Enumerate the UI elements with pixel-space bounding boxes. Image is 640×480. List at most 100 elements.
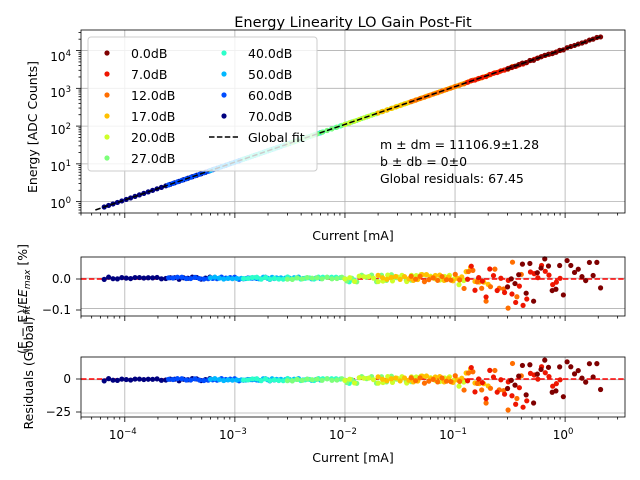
- data-point-residual: [423, 271, 430, 278]
- y-tick-label-100: 102: [50, 122, 71, 137]
- middle-x-ticks: [80, 316, 619, 321]
- data-point-global-residual: [284, 378, 291, 384]
- data-point: [106, 202, 112, 209]
- data-point-global-residual: [590, 374, 596, 380]
- data-point-residual: [145, 275, 151, 281]
- data-point-global-residual: [271, 377, 278, 383]
- data-point-global-residual: [443, 378, 450, 384]
- data-point-global-residual: [535, 376, 541, 382]
- data-point-residual: [564, 257, 570, 264]
- data-point-global-residual: [114, 377, 121, 383]
- data-point-global-residual: [342, 377, 348, 383]
- data-point-global-residual: [553, 381, 559, 387]
- data-point-global-residual: [388, 376, 394, 382]
- data-point-global-residual: [158, 377, 165, 383]
- top-panel: 100 101 102 103 104 Current [mA] Energy …: [25, 29, 626, 243]
- data-point-global-residual: [128, 377, 134, 383]
- data-point-global-residual: [375, 374, 381, 380]
- data-point-residual: [280, 276, 286, 282]
- data-point-global-residual: [524, 398, 530, 404]
- data-point-residual: [509, 291, 515, 297]
- legend-label-27.0dB: 27.0dB: [131, 151, 175, 166]
- data-point-global-residual: [490, 374, 497, 380]
- top-x-ticks: [80, 213, 619, 218]
- data-point-residual: [448, 277, 454, 283]
- data-point-residual: [216, 275, 222, 281]
- data-point-global-residual: [564, 359, 570, 365]
- data-point-residual: [513, 299, 519, 306]
- x-tick-label: 10−3: [219, 427, 247, 442]
- data-point-residual: [583, 277, 589, 284]
- data-point-residual: [542, 256, 548, 262]
- data-point-global-residual: [166, 376, 172, 382]
- data-point-residual: [413, 276, 419, 282]
- data-point-global-residual: [476, 376, 482, 382]
- data-point-residual: [487, 266, 493, 272]
- legend-label-70.0dB: 70.0dB: [248, 109, 292, 124]
- data-point-residual: [465, 268, 472, 275]
- data-point-global-residual: [483, 396, 489, 402]
- chart-title: Energy Linearity LO Gain Post-Fit: [234, 15, 472, 31]
- data-point-global-residual: [516, 373, 522, 379]
- top-y-ticks: 100 101 102 103 104: [50, 32, 81, 214]
- legend-marker-20.0dB: [104, 134, 110, 140]
- data-point-global-residual: [254, 376, 260, 382]
- data-point-residual: [324, 274, 330, 280]
- data-point-global-residual: [557, 377, 563, 383]
- data-point-global-residual: [426, 378, 432, 384]
- data-point-global-residual: [366, 375, 372, 381]
- bottom-panel: 0 −25 Residuals (Global) 10−4 10−3 10−2 10−…: [21, 317, 626, 465]
- data-point-global-residual: [229, 377, 236, 383]
- data-point-global-residual: [586, 361, 593, 367]
- data-point-residual: [597, 285, 604, 291]
- data-point-residual: [426, 277, 432, 283]
- data-point-residual: [379, 275, 386, 281]
- data-point-global-residual: [439, 375, 445, 381]
- data-point-residual: [183, 275, 189, 282]
- data-point-residual: [430, 275, 436, 281]
- data-point-global-residual: [401, 375, 408, 381]
- x-tick-label: 10−1: [439, 427, 467, 442]
- data-point-residual: [240, 275, 247, 282]
- data-point-residual: [119, 275, 125, 281]
- data-point-global-residual: [542, 370, 548, 376]
- data-point-residual: [299, 276, 305, 282]
- legend-marker-27.0dB: [104, 155, 110, 161]
- legend-label-12.0dB: 12.0dB: [131, 88, 175, 103]
- data-point-residual: [417, 273, 423, 279]
- data-point-residual: [594, 259, 600, 265]
- data-point-residual: [375, 278, 381, 285]
- data-point-residual: [490, 272, 497, 279]
- legend-label-17.0dB: 17.0dB: [131, 109, 175, 124]
- data-point-global-residual: [568, 364, 574, 370]
- data-point-global-residual: [234, 377, 240, 383]
- data-point-residual: [225, 275, 231, 282]
- data-point: [457, 82, 463, 88]
- legend-frame: [87, 36, 318, 172]
- data-point-residual: [579, 274, 585, 280]
- legend-marker-70.0dB: [221, 113, 227, 119]
- data-point-global-residual: [509, 360, 516, 367]
- top-x-axis-label: Current [mA]: [312, 228, 393, 243]
- data-point-global-residual: [309, 377, 315, 383]
- data-point-residual: [457, 277, 463, 283]
- data-point-residual: [375, 272, 381, 278]
- data-point-residual: [452, 271, 458, 277]
- legend: 0.0dB 7.0dB 12.0dB 17.0dB 20.0dB 27.0dB …: [87, 36, 318, 172]
- bottom-y-tick-label-0: 0: [63, 372, 71, 386]
- middle-y-tick-label-neg0.1: −0.1: [42, 303, 71, 317]
- data-point-global-residual: [145, 376, 151, 382]
- data-point-global-residual: [523, 392, 529, 398]
- data-point-residual: [314, 275, 320, 281]
- data-point-residual: [254, 274, 260, 280]
- data-point-global-residual: [370, 377, 377, 383]
- data-point-global-residual: [201, 377, 207, 384]
- data-point: [114, 199, 121, 206]
- data-point-residual: [531, 298, 537, 304]
- data-point-residual: [334, 275, 340, 282]
- data-point-residual: [361, 274, 367, 280]
- data-point-residual: [505, 305, 511, 311]
- data-point-residual: [393, 273, 399, 280]
- data-point-global-residual: [119, 376, 125, 382]
